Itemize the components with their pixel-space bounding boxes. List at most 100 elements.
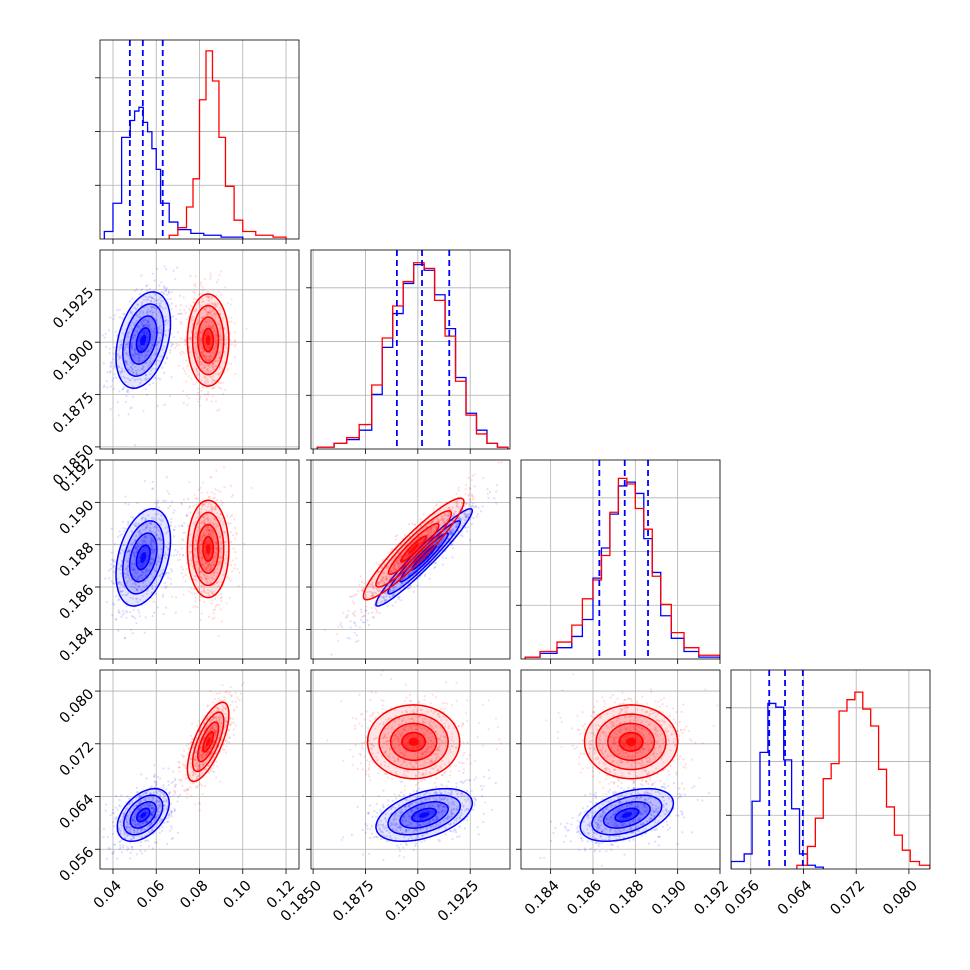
scatter-point — [110, 579, 113, 583]
scatter-point — [228, 577, 231, 580]
scatter-point — [130, 585, 133, 588]
scatter-point — [165, 606, 168, 609]
scatter-point — [162, 307, 165, 310]
scatter-point — [198, 543, 201, 546]
scatter-point — [120, 339, 123, 342]
scatter-point — [376, 571, 380, 574]
scatter-point — [202, 565, 205, 568]
scatter-point — [195, 367, 198, 370]
scatter-point — [203, 358, 206, 361]
scatter-point — [141, 367, 144, 370]
scatter-point — [126, 344, 129, 347]
scatter-point — [372, 616, 375, 619]
scatter-point — [135, 622, 138, 625]
scatter-point — [213, 386, 216, 389]
scatter-point — [158, 360, 161, 363]
scatter-point — [131, 615, 134, 618]
scatter-point — [137, 530, 140, 534]
scatter-point — [165, 289, 168, 292]
scatter-point — [215, 339, 218, 342]
scatter-point — [196, 322, 199, 325]
scatter-point — [186, 364, 189, 367]
scatter-point — [440, 541, 443, 544]
scatter-point — [438, 544, 442, 547]
scatter-point — [215, 581, 218, 584]
scatter-point — [221, 501, 224, 504]
scatter-point — [392, 593, 395, 596]
scatter-point — [337, 625, 340, 628]
scatter-point — [358, 626, 361, 629]
scatter-point — [234, 372, 237, 375]
scatter-point — [208, 355, 211, 358]
scatter-point — [353, 602, 356, 605]
scatter-point — [201, 503, 204, 506]
scatter-point — [159, 302, 162, 305]
scatter-point — [233, 340, 236, 343]
scatter-point — [130, 543, 133, 546]
scatter-point — [185, 318, 188, 321]
scatter-point — [172, 794, 175, 797]
scatter-point — [149, 357, 152, 360]
scatter-point — [222, 574, 225, 577]
scatter-point — [130, 341, 133, 344]
scatter-point — [120, 371, 123, 374]
scatter-point — [102, 362, 105, 365]
scatter-point — [128, 378, 131, 381]
scatter-point — [199, 539, 202, 542]
scatter-point — [191, 315, 194, 318]
scatter-point — [199, 363, 202, 366]
scatter-point — [135, 373, 138, 376]
scatter-point — [126, 353, 129, 356]
scatter-point — [160, 548, 163, 551]
scatter-point — [206, 580, 209, 583]
scatter-point — [206, 311, 209, 314]
scatter-point — [120, 548, 124, 552]
scatter-point — [193, 588, 196, 591]
scatter-point — [368, 590, 371, 593]
scatter-point — [147, 324, 150, 328]
scatter-point — [163, 265, 166, 268]
scatter-point — [147, 349, 150, 352]
scatter-point — [149, 361, 152, 364]
scatter-point — [155, 593, 158, 596]
scatter-point — [403, 567, 406, 570]
scatter-point — [164, 315, 167, 318]
contour-red — [197, 523, 220, 575]
scatter-point — [208, 296, 211, 299]
scatter-point — [145, 374, 148, 377]
scatter-point — [212, 561, 215, 564]
scatter-point — [457, 517, 460, 520]
scatter-point — [124, 502, 127, 505]
scatter-point — [135, 571, 138, 574]
scatter-point — [465, 516, 468, 519]
scatter-point — [214, 337, 217, 340]
scatter-point — [214, 337, 217, 340]
scatter-point — [181, 568, 185, 571]
scatter-point — [412, 590, 416, 594]
scatter-point — [231, 570, 234, 573]
scatter-point — [214, 341, 217, 344]
scatter-point — [211, 381, 214, 384]
scatter-point — [143, 539, 146, 543]
scatter-point — [141, 571, 144, 574]
scatter-point — [221, 338, 224, 341]
scatter-point — [430, 521, 433, 524]
scatter-point — [201, 536, 204, 539]
scatter-point — [159, 777, 162, 780]
scatter-point — [200, 508, 203, 511]
scatter-point — [124, 400, 127, 404]
scatter-point — [200, 316, 203, 319]
scatter-point — [211, 533, 214, 537]
scatter-point — [213, 496, 216, 500]
scatter-point — [212, 564, 215, 567]
scatter-point — [192, 578, 195, 581]
scatter-point — [125, 605, 128, 608]
scatter-point — [385, 578, 388, 581]
scatter-point — [400, 599, 403, 602]
scatter-point — [233, 345, 236, 348]
scatter-point — [386, 604, 389, 608]
scatter-point — [414, 538, 417, 542]
contour-blue — [115, 291, 172, 389]
scatter-point — [118, 308, 121, 311]
scatter-point — [154, 307, 157, 310]
